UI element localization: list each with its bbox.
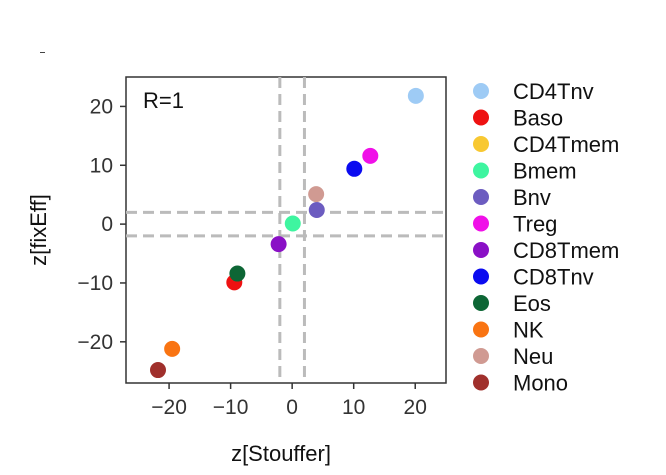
reference-lines bbox=[126, 77, 446, 383]
legend-label: CD8Tmem bbox=[513, 238, 619, 263]
point-treg bbox=[362, 147, 379, 164]
plot-area: R=1 bbox=[125, 76, 447, 384]
legend-marker bbox=[473, 321, 489, 338]
legend-label: Baso bbox=[513, 106, 563, 131]
legend-label: Neu bbox=[513, 344, 553, 369]
legend-marker bbox=[473, 83, 489, 99]
point-bnv bbox=[308, 201, 325, 218]
legend-item-cd8tmem: CD8Tmem bbox=[473, 238, 619, 263]
y-axis-label: z[fixEff] bbox=[26, 194, 51, 266]
legend-label: Treg bbox=[513, 212, 557, 237]
legend-item-nk: NK bbox=[473, 318, 544, 343]
x-tick-label: −10 bbox=[213, 396, 249, 419]
y-tick-label: −20 bbox=[77, 331, 113, 354]
legend-item-cd4tnv: CD4Tnv bbox=[473, 79, 594, 104]
legend-marker bbox=[473, 109, 489, 126]
point-eos bbox=[229, 265, 246, 282]
legend-item-bnv: Bnv bbox=[473, 185, 551, 210]
x-tick-label: −20 bbox=[151, 396, 187, 419]
legend-item-treg: Treg bbox=[473, 212, 557, 237]
legend-label: CD4Tmem bbox=[513, 132, 619, 157]
legend-marker bbox=[473, 242, 489, 258]
point-cd8tmem bbox=[270, 236, 287, 253]
legend-marker bbox=[473, 189, 489, 205]
point-cd8tnv bbox=[346, 160, 363, 177]
stray-dash-mark bbox=[40, 52, 45, 53]
y-tick-label: 10 bbox=[90, 154, 113, 177]
legend-label: CD4Tnv bbox=[513, 79, 594, 104]
legend: CD4TnvBasoCD4TmemBmemBnvTregCD8TmemCD8Tn… bbox=[473, 79, 619, 396]
legend-marker bbox=[473, 374, 489, 391]
x-tick-label: 0 bbox=[286, 396, 298, 419]
legend-marker bbox=[473, 162, 489, 179]
legend-label: CD8Tnv bbox=[513, 265, 594, 290]
legend-marker bbox=[473, 348, 489, 364]
legend-item-mono: Mono bbox=[473, 371, 568, 396]
point-bmem bbox=[284, 215, 301, 232]
x-tick-label: 10 bbox=[342, 396, 365, 419]
legend-item-cd4tmem: CD4Tmem bbox=[473, 132, 619, 157]
correlation-annotation: R=1 bbox=[143, 88, 184, 113]
data-points bbox=[150, 87, 424, 379]
plot-frame bbox=[125, 76, 447, 384]
legend-label: Mono bbox=[513, 371, 568, 396]
x-tick-label: 20 bbox=[404, 396, 427, 419]
legend-label: NK bbox=[513, 318, 544, 343]
y-tick-label: −10 bbox=[77, 272, 113, 295]
point-cd4tnv bbox=[407, 87, 424, 104]
point-mono bbox=[150, 362, 166, 379]
legend-label: Eos bbox=[513, 291, 551, 316]
x-axis: −20 −10 0 10 20 bbox=[151, 383, 427, 419]
y-tick-label: 20 bbox=[90, 95, 113, 118]
point-neu bbox=[308, 186, 325, 203]
legend-marker bbox=[473, 268, 489, 285]
legend-label: Bmem bbox=[513, 159, 577, 184]
y-tick-label: 0 bbox=[101, 213, 113, 236]
legend-marker bbox=[473, 136, 489, 152]
legend-item-baso: Baso bbox=[473, 106, 563, 131]
legend-item-cd8tnv: CD8Tnv bbox=[473, 265, 594, 290]
legend-marker bbox=[473, 215, 489, 232]
legend-item-eos: Eos bbox=[473, 291, 551, 316]
y-axis: −20 −10 0 10 20 bbox=[77, 95, 126, 354]
point-nk bbox=[164, 340, 181, 357]
legend-item-neu: Neu bbox=[473, 344, 553, 369]
x-axis-label: z[Stouffer] bbox=[231, 441, 331, 466]
legend-marker bbox=[473, 295, 489, 311]
legend-item-bmem: Bmem bbox=[473, 159, 577, 184]
legend-label: Bnv bbox=[513, 185, 551, 210]
